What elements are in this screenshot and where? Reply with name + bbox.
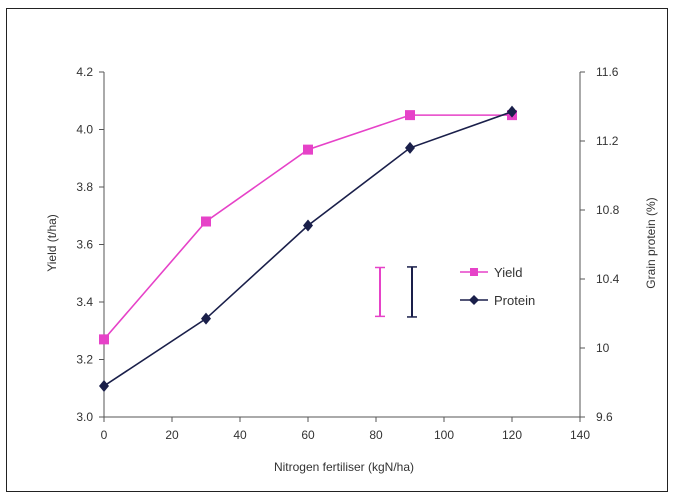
- x-axis-title: Nitrogen fertiliser (kgN/ha): [274, 460, 414, 474]
- legend-yield-label: Yield: [494, 265, 522, 280]
- legend: Yield Protein: [460, 265, 535, 308]
- y2-tick-label: 10.8: [596, 203, 620, 217]
- y-tick-label: 4.0: [76, 123, 93, 137]
- legend-protein-marker: [469, 295, 479, 305]
- y2-tick-label: 9.6: [596, 410, 613, 424]
- x-tick-label: 60: [301, 428, 315, 442]
- ticks-layer: 0 20 40 60 80 100 120 140 3.0 3.2 3.4 3.6 3.8 4.0 4.2 9…: [76, 65, 619, 442]
- data-point-protein: [507, 105, 517, 118]
- error-bars: [375, 266, 417, 318]
- y2-tick-label: 10.4: [596, 272, 620, 286]
- x-tick-label: 80: [369, 428, 383, 442]
- data-point-protein: [405, 141, 415, 154]
- data-point-protein: [201, 312, 211, 325]
- y-tick-label: 3.6: [76, 238, 93, 252]
- y-tick-label: 3.4: [76, 295, 93, 309]
- series-layer: [99, 105, 517, 392]
- data-point-yield: [303, 144, 313, 155]
- y-tick-label: 3.8: [76, 180, 93, 194]
- x-tick-label: 0: [101, 428, 108, 442]
- data-point-yield: [405, 110, 415, 121]
- legend-protein-label: Protein: [494, 293, 535, 308]
- data-point-yield: [201, 216, 211, 227]
- x-tick-label: 140: [570, 428, 590, 442]
- y-tick-label: 3.2: [76, 353, 93, 367]
- x-tick-label: 120: [502, 428, 522, 442]
- y2-tick-label: 10: [596, 341, 610, 355]
- y2-tick-label: 11.2: [596, 134, 619, 148]
- x-tick-label: 40: [233, 428, 247, 442]
- data-point-protein: [99, 379, 109, 392]
- y2-axis-title: Grain protein (%): [644, 197, 658, 288]
- y-tick-label: 3.0: [76, 410, 93, 424]
- data-point-protein: [303, 219, 313, 232]
- chart-frame: [6, 8, 668, 492]
- y-axis-title: Yield (t/ha): [45, 214, 59, 272]
- axes-layer: [103, 72, 581, 418]
- y-tick-label: 4.2: [76, 65, 93, 79]
- data-point-yield: [99, 334, 109, 345]
- legend-yield-marker: [470, 268, 478, 276]
- x-tick-label: 20: [165, 428, 179, 442]
- x-tick-label: 100: [434, 428, 454, 442]
- y2-tick-label: 11.6: [596, 65, 619, 79]
